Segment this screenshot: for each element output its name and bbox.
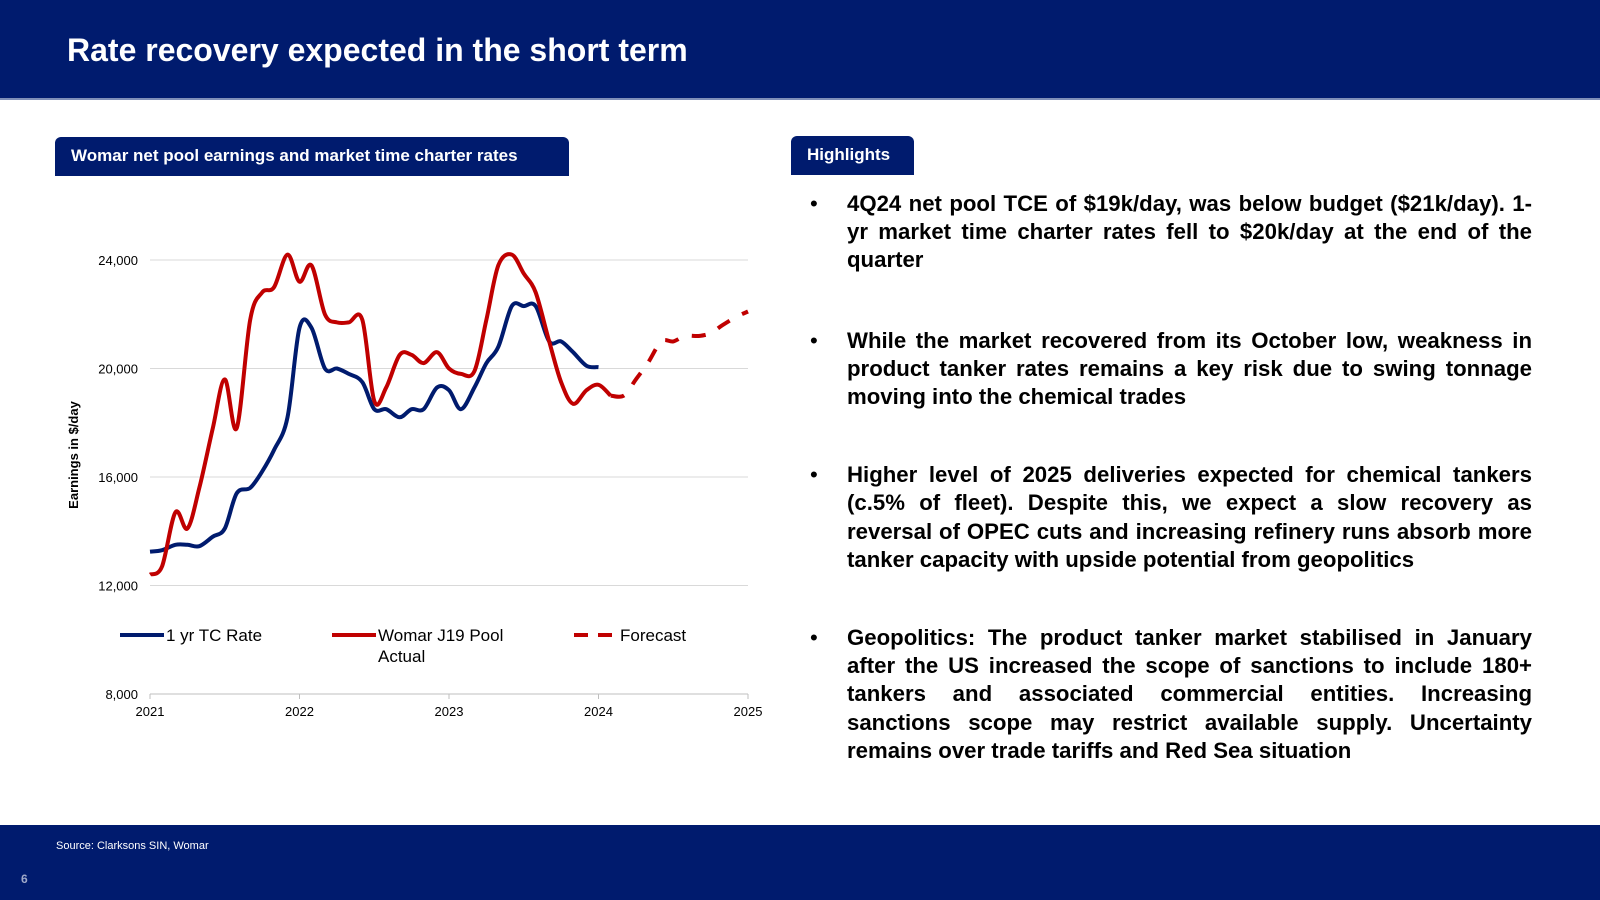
- y-tick-label: 20,000: [98, 362, 138, 377]
- series-line-forecast: [610, 309, 749, 399]
- highlights-tab: Highlights: [791, 136, 914, 175]
- bullet-glyph: •: [810, 327, 818, 353]
- highlight-text: Higher level of 2025 deliveries expected…: [847, 462, 1532, 572]
- chart-title-tab: Womar net pool earnings and market time …: [55, 137, 569, 176]
- footer-bar: [0, 825, 1600, 900]
- y-tick-labels: 8,000 12,000 16,000 20,000 24,000: [98, 253, 138, 702]
- series-line-womar-j19-pool-actual: [148, 252, 612, 577]
- y-tick-label: 16,000: [98, 470, 138, 485]
- x-tick-labels: 2021 2022 2023 2024 2025: [136, 704, 763, 719]
- highlight-item: • While the market recovered from its Oc…: [808, 327, 1532, 412]
- legend-label-line: Actual: [378, 647, 425, 666]
- highlight-text: 4Q24 net pool TCE of $19k/day, was below…: [847, 191, 1532, 273]
- bullet-glyph: •: [810, 191, 818, 216]
- x-tick-label: 2022: [285, 704, 314, 719]
- legend: 1 yr TC Rate Womar J19 Pool Actual Forecast: [120, 626, 686, 666]
- x-tick-label: 2021: [136, 704, 165, 719]
- page-number: 6: [21, 872, 28, 886]
- highlight-item: • Geopolitics: The product tanker market…: [808, 624, 1532, 765]
- highlights-list: • 4Q24 net pool TCE of $19k/day, was bel…: [808, 190, 1532, 765]
- highlight-text: Geopolitics: The product tanker market s…: [847, 625, 1532, 763]
- highlight-item: • 4Q24 net pool TCE of $19k/day, was bel…: [808, 190, 1532, 275]
- source-note: Source: Clarksons SIN, Womar: [56, 840, 209, 852]
- x-tick-label: 2023: [435, 704, 464, 719]
- legend-label: 1 yr TC Rate: [166, 626, 262, 645]
- y-tick-label: 12,000: [98, 579, 138, 594]
- legend-label-line: Womar J19 Pool: [378, 626, 503, 645]
- legend-label: Womar J19 Pool Actual: [378, 626, 503, 666]
- y-tick-label: 24,000: [98, 253, 138, 268]
- highlight-item: • Higher level of 2025 deliveries expect…: [808, 461, 1532, 574]
- x-tick-label: 2025: [734, 704, 763, 719]
- y-tick-label: 8,000: [105, 687, 138, 702]
- earnings-chart: 8,000 12,000 16,000 20,000 24,000 2021 2022 20…: [60, 220, 780, 740]
- x-tick-label: 2024: [584, 704, 613, 719]
- series-line-1-yr-tc-rate: [149, 301, 599, 554]
- highlight-text: While the market recovered from its Octo…: [847, 327, 1532, 410]
- page-title: Rate recovery expected in the short term: [67, 32, 688, 68]
- title-bar: Rate recovery expected in the short term: [0, 0, 1600, 100]
- series-layer: [148, 252, 749, 577]
- bullet-glyph: •: [810, 462, 818, 488]
- legend-label: Forecast: [620, 626, 686, 645]
- bullet-glyph: •: [810, 625, 818, 651]
- y-axis-label: Earnings in $/day: [66, 400, 81, 508]
